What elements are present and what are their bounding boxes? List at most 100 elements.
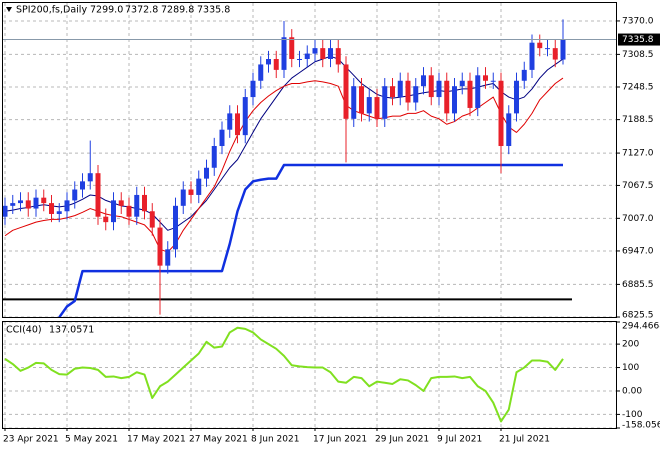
mark-layer [2, 19, 617, 423]
x-tick-label: 17 May 2021 [127, 435, 186, 445]
candle-body [312, 48, 318, 54]
cci-panel-frame [2, 321, 617, 429]
candle-body [382, 86, 388, 119]
x-tick-label: 29 Jun 2021 [375, 435, 429, 445]
y-tick-label: -158.056 [622, 421, 660, 431]
menu-triangle[interactable] [6, 7, 12, 12]
candle-body [64, 200, 70, 212]
candle-body [483, 75, 488, 81]
current-price-label: 7335.8 [622, 35, 654, 45]
candle-body [335, 48, 341, 65]
candle-body [289, 37, 295, 60]
candle-body [273, 59, 279, 70]
candle-body [180, 189, 186, 206]
candle-body [475, 75, 481, 108]
candle-body [266, 59, 271, 65]
candle-body [521, 69, 527, 81]
candle-body [413, 86, 419, 103]
candle-body [227, 113, 233, 130]
y-tick-label: -100 [622, 410, 643, 420]
x-tick-label: 27 May 2021 [189, 435, 248, 445]
candle-body [498, 80, 504, 147]
candle-body [25, 200, 31, 209]
candle-body [10, 203, 16, 206]
x-tick-label: 8 Jun 2021 [251, 435, 299, 445]
candle-body [506, 113, 512, 147]
y-tick-label: 7308.5 [622, 50, 654, 60]
candle-body [405, 80, 411, 103]
x-tick-label: 21 Jul 2021 [499, 435, 550, 445]
candle-body [297, 59, 302, 61]
candle-body [258, 64, 264, 81]
last-low: 7289.8 [161, 5, 194, 16]
candle-body [242, 97, 248, 136]
candle-body [304, 53, 310, 60]
candle-body [235, 113, 240, 136]
chart-title: SPI200,fs,Daily [16, 5, 87, 16]
y-tick-label: 100 [622, 363, 639, 373]
candle-body [219, 129, 225, 147]
candle-body [351, 86, 357, 119]
candle-body [103, 216, 109, 223]
candle-body [428, 75, 434, 98]
candle-body [111, 200, 116, 223]
candle-body [421, 75, 426, 87]
candle-body [49, 203, 54, 214]
y-tick-label: 6825.5 [622, 311, 654, 321]
candle-body [173, 205, 178, 250]
y-tick-label: 7127.0 [622, 149, 654, 159]
x-tick-label: 9 Jul 2021 [437, 435, 482, 445]
candle-body [459, 80, 465, 87]
candle-body [33, 197, 39, 209]
y-tick-label: 7370.0 [622, 16, 654, 26]
candle-body [18, 200, 23, 204]
candle-body [529, 42, 535, 70]
cci-last-value: 137.0571 [49, 325, 94, 336]
last-high: 7372.8 [125, 5, 158, 16]
candle-body [514, 80, 519, 114]
candle-body [87, 173, 93, 182]
candle-body [545, 48, 550, 50]
candle-body [149, 211, 155, 228]
y-tick-label: 7067.5 [622, 181, 654, 191]
candle-body [157, 227, 163, 266]
candle-body [2, 205, 8, 217]
candle-body [552, 48, 558, 60]
y-tick-label: 7188.5 [622, 115, 654, 125]
candle-body [359, 86, 364, 114]
candle-body [41, 197, 47, 204]
last-close: 7335.8 [197, 5, 230, 16]
candle-body [467, 80, 473, 108]
candle-body [196, 178, 202, 195]
x-tick-label: 23 Apr 2021 [3, 435, 59, 445]
candle-body [281, 37, 287, 70]
y-tick-label: 200 [622, 340, 639, 350]
candle-body [320, 48, 326, 60]
candle-body [204, 167, 209, 179]
x-tick-label: 17 Jun 2021 [313, 435, 367, 445]
candle-body [250, 80, 256, 98]
cci-title: CCI(40) [6, 325, 42, 336]
y-tick-label: 6947.0 [622, 246, 654, 256]
candle-body [560, 39, 566, 60]
current-price-box [618, 33, 660, 46]
candle-body [134, 194, 140, 217]
y-tick-label: 7007.0 [622, 214, 654, 224]
y-tick-label: 294.4668 [622, 322, 660, 332]
candle-body [436, 80, 442, 98]
candle-body [188, 189, 194, 195]
y-tick-label: 6885.5 [622, 280, 654, 290]
candle-body [211, 146, 217, 168]
indicator-line [58, 163, 563, 319]
candle-body [80, 181, 85, 190]
main-panel-frame [2, 2, 617, 318]
candle-body [56, 211, 62, 214]
y-tick-label: 0.00 [622, 386, 642, 396]
indicator-line [4, 326, 564, 423]
candle-body [142, 194, 147, 212]
candle-body [343, 64, 349, 119]
candle-body [165, 249, 171, 266]
candle-body [374, 97, 380, 119]
